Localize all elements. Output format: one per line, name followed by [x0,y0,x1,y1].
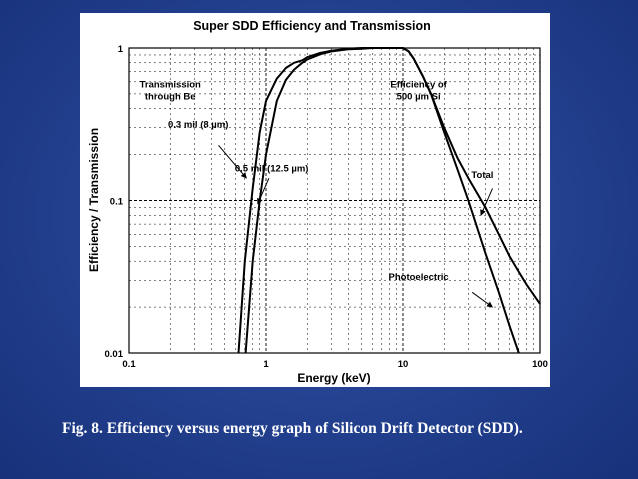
annotation-label: 0.3 mil (8 µm) [168,120,228,131]
x-tick-label: 1 [263,359,269,370]
annotation-arrow [480,188,493,216]
y-axis-label: Efficiency / Transmission [87,128,101,272]
efficiency-chart: Super SDD Efficiency and Transmission 0.… [87,19,548,385]
annotation-label: 0.5 mil (12.5 µm) [235,163,309,174]
x-tick-label: 100 [532,359,548,370]
chart-title: Super SDD Efficiency and Transmission [193,19,431,33]
y-tick-label: 0.01 [105,349,124,360]
annotation-label: Photoelectric [389,272,449,283]
annotation-label: Efficiency of 500 µm Si [390,80,447,103]
annotation-arrow [257,178,270,205]
annotation-label: Total [471,170,493,181]
annotation-label: Transmission through Be [140,80,201,103]
annotation-arrows [218,145,493,308]
annotation-arrow [471,291,493,308]
x-tick-label: 10 [398,359,409,370]
x-axis-label: Energy (keV) [297,371,370,385]
y-tick-label: 0.1 [110,197,124,208]
series-line-4 [389,47,520,354]
series-line-2 [237,47,403,354]
figure-caption: Fig. 8. Efficiency versus energy graph o… [62,420,523,437]
figure-panel: Super SDD Efficiency and Transmission 0.… [80,13,550,387]
grid [129,48,540,353]
y-tick-label: 1 [118,44,124,55]
annotations: Transmission through Be Efficiency of 500 µ… [140,80,494,284]
plot-frame [128,47,541,354]
annotation-arrow [218,145,247,179]
x-tick-label: 0.1 [122,359,136,370]
series-lines [237,47,541,354]
